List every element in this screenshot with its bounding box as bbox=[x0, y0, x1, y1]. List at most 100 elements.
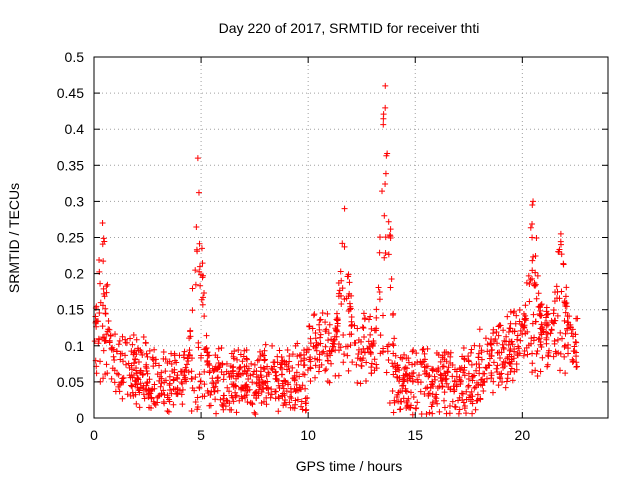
data-point bbox=[284, 379, 291, 386]
data-point bbox=[488, 370, 495, 377]
data-point bbox=[339, 240, 346, 247]
y-tick-label: 0.1 bbox=[65, 338, 85, 354]
data-point bbox=[379, 348, 386, 355]
data-point bbox=[385, 251, 392, 258]
data-point bbox=[330, 338, 337, 345]
data-point bbox=[206, 362, 213, 369]
data-point bbox=[257, 384, 264, 391]
data-point bbox=[405, 359, 412, 366]
data-point bbox=[316, 326, 323, 333]
data-point bbox=[263, 373, 270, 380]
data-point bbox=[561, 317, 568, 324]
data-point bbox=[100, 285, 107, 292]
data-point bbox=[478, 356, 485, 363]
data-point bbox=[174, 375, 181, 382]
data-point bbox=[570, 358, 577, 365]
data-point bbox=[230, 363, 237, 370]
data-point bbox=[439, 352, 446, 359]
data-point bbox=[517, 327, 524, 334]
data-point bbox=[149, 354, 156, 361]
data-point bbox=[312, 374, 319, 381]
data-point bbox=[565, 322, 572, 329]
data-point bbox=[512, 320, 519, 327]
data-point bbox=[304, 394, 311, 401]
data-point bbox=[182, 364, 189, 371]
data-point bbox=[342, 343, 349, 350]
data-point bbox=[410, 394, 417, 401]
data-point bbox=[132, 378, 139, 385]
data-point bbox=[429, 410, 436, 417]
data-point bbox=[499, 378, 506, 385]
data-point bbox=[170, 386, 177, 393]
data-point bbox=[199, 260, 206, 267]
data-point bbox=[284, 346, 291, 353]
data-point bbox=[232, 382, 239, 389]
data-point bbox=[471, 385, 478, 392]
data-point bbox=[192, 399, 199, 406]
data-point bbox=[269, 366, 276, 373]
data-point bbox=[268, 391, 275, 398]
data-point bbox=[436, 383, 443, 390]
data-point bbox=[118, 378, 125, 385]
data-point bbox=[282, 396, 289, 403]
data-point bbox=[437, 371, 444, 378]
data-point bbox=[332, 347, 339, 354]
data-point bbox=[225, 370, 232, 377]
data-point bbox=[461, 402, 468, 409]
data-point bbox=[451, 378, 458, 385]
data-point bbox=[373, 306, 380, 313]
data-point bbox=[291, 386, 298, 393]
data-point bbox=[548, 326, 555, 333]
data-point bbox=[570, 348, 577, 355]
data-point bbox=[307, 378, 314, 385]
data-point bbox=[534, 348, 541, 355]
data-point bbox=[280, 385, 287, 392]
data-point bbox=[420, 346, 427, 353]
data-point bbox=[396, 406, 403, 413]
data-point bbox=[451, 403, 458, 410]
data-point bbox=[196, 371, 203, 378]
peak-point bbox=[341, 205, 348, 212]
y-tick-label: 0.25 bbox=[57, 230, 84, 246]
data-point bbox=[263, 394, 270, 401]
data-point bbox=[212, 396, 219, 403]
data-point bbox=[235, 346, 242, 353]
data-point bbox=[446, 403, 453, 410]
data-point bbox=[288, 395, 295, 402]
data-point bbox=[511, 328, 518, 335]
data-point bbox=[110, 353, 117, 360]
data-point bbox=[261, 347, 268, 354]
data-point bbox=[193, 223, 200, 230]
data-point bbox=[510, 309, 517, 316]
data-point bbox=[513, 312, 520, 319]
data-point bbox=[410, 347, 417, 354]
data-point bbox=[179, 386, 186, 393]
data-point bbox=[192, 281, 199, 288]
data-point bbox=[328, 360, 335, 367]
data-point bbox=[465, 394, 472, 401]
data-point bbox=[129, 341, 136, 348]
data-point bbox=[565, 345, 572, 352]
data-point bbox=[444, 369, 451, 376]
y-tick-label: 0.3 bbox=[65, 193, 85, 209]
data-point bbox=[251, 409, 258, 416]
data-point bbox=[151, 400, 158, 407]
data-point bbox=[334, 322, 341, 329]
y-tick-label: 0.15 bbox=[57, 302, 84, 318]
data-point bbox=[413, 350, 420, 357]
data-point bbox=[376, 249, 383, 256]
data-point bbox=[205, 390, 212, 397]
data-point bbox=[553, 295, 560, 302]
x-tick-label: 0 bbox=[90, 427, 98, 443]
data-point bbox=[312, 362, 319, 369]
data-point bbox=[569, 326, 576, 333]
data-point bbox=[213, 410, 220, 417]
data-point bbox=[286, 353, 293, 360]
data-point bbox=[201, 313, 208, 320]
data-point bbox=[122, 339, 129, 346]
data-point bbox=[550, 353, 557, 360]
data-point bbox=[557, 350, 564, 357]
data-point bbox=[414, 359, 421, 366]
data-point bbox=[447, 360, 454, 367]
